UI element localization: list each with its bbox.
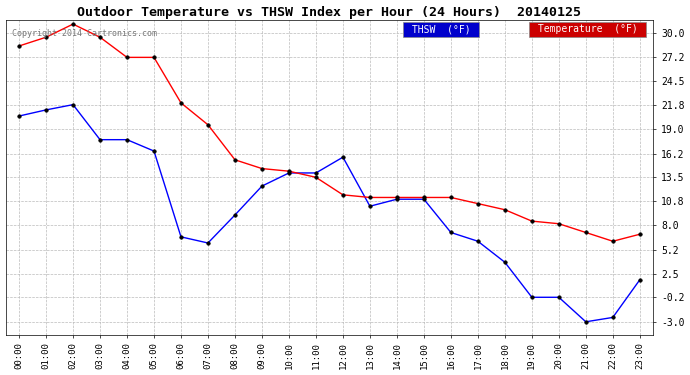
- Title: Outdoor Temperature vs THSW Index per Hour (24 Hours)  20140125: Outdoor Temperature vs THSW Index per Ho…: [77, 6, 582, 18]
- Text: THSW  (°F): THSW (°F): [406, 24, 476, 34]
- Text: Copyright 2014 Cartronics.com: Copyright 2014 Cartronics.com: [12, 29, 157, 38]
- Text: Temperature  (°F): Temperature (°F): [531, 24, 643, 34]
